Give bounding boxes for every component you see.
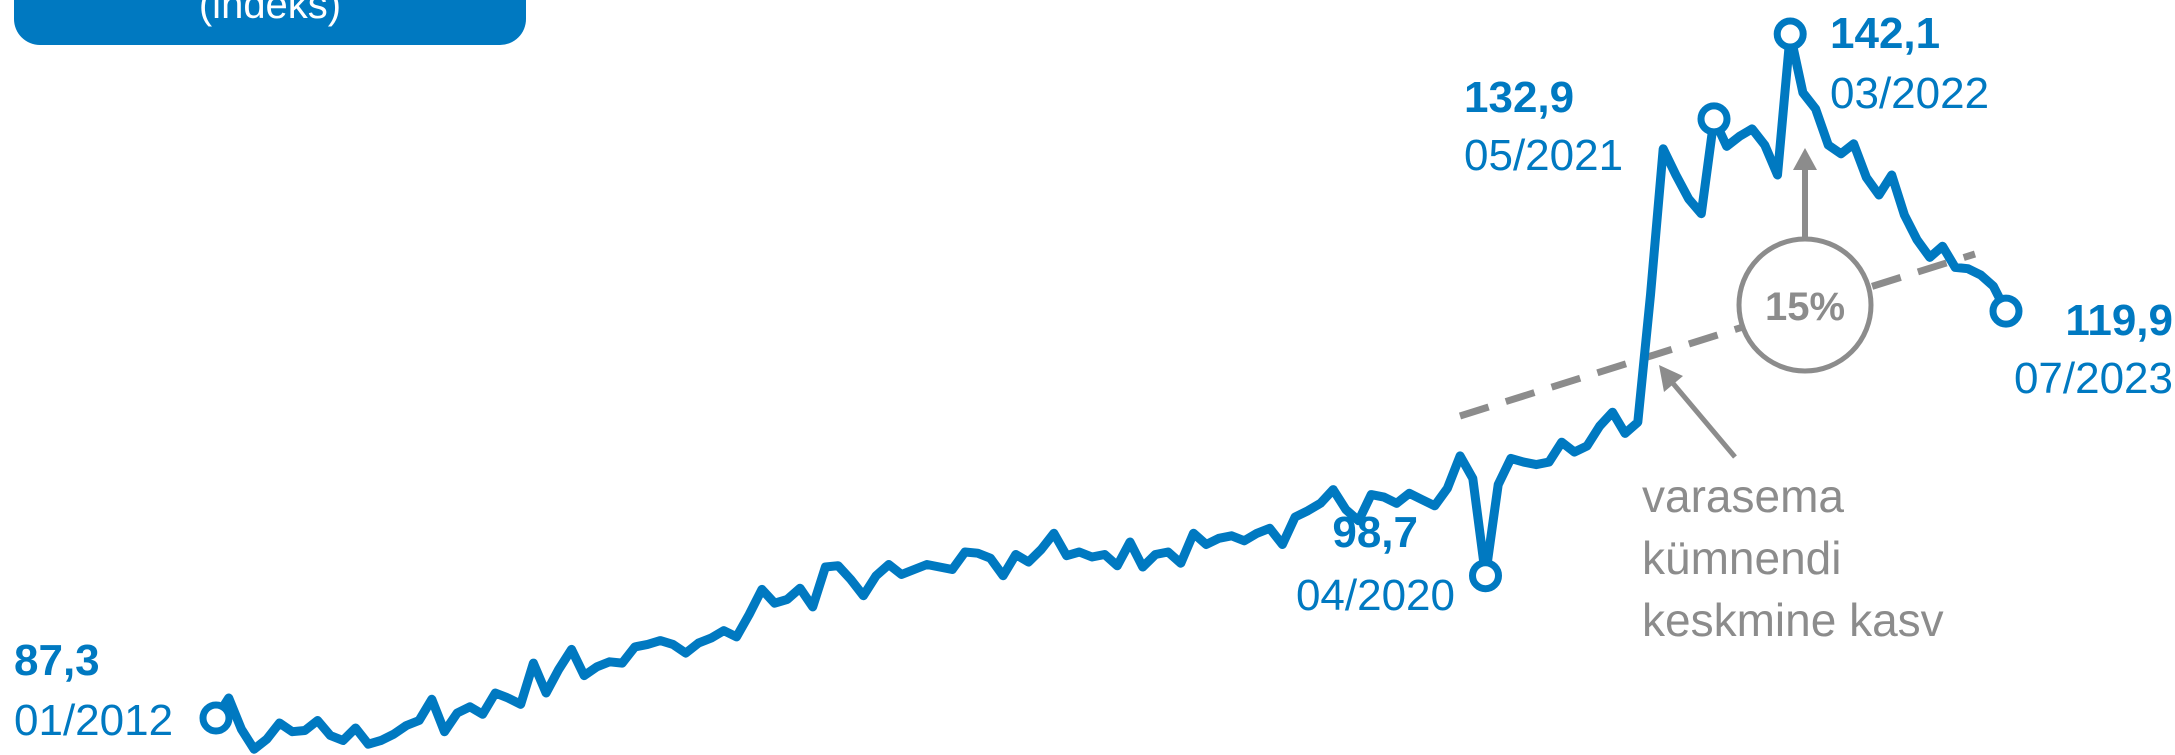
start-date-label: 01/2012 [14, 696, 173, 745]
start-value-label: 87,3 [14, 636, 100, 685]
index-badge-label: (indeks) [198, 0, 342, 27]
trend-label-line-2: kümnendi [1642, 532, 1841, 584]
gap-circle [1736, 236, 1874, 374]
gap-arrow [1793, 148, 1817, 238]
index-badge: (indeks) [14, 0, 526, 45]
trend-line [1458, 250, 1977, 420]
dip-value-label: 98,7 [1332, 508, 1418, 557]
series-line [211, 29, 2011, 754]
peak2-marker [1773, 17, 1807, 51]
peak1-value-label: 132,9 [1464, 73, 1574, 122]
end-date-label: 07/2023 [2014, 354, 2173, 403]
peak1-marker [1697, 102, 1731, 136]
trend-label-line-1: varasema [1642, 470, 1844, 522]
end-value-label: 119,9 [2065, 296, 2173, 345]
dip-date-label: 04/2020 [1296, 571, 1455, 620]
peak1-date-label: 05/2021 [1464, 131, 1623, 180]
peak2-date-label: 03/2022 [1830, 69, 1989, 118]
trend-label-line-3: keskmine kasv [1642, 594, 1944, 646]
peak2-value-label: 142,1 [1830, 9, 1940, 58]
end-marker [1989, 294, 2023, 328]
start-marker [199, 701, 233, 735]
gap-label: 15% [1765, 285, 1845, 329]
trend-pointer-arrow [1659, 365, 1737, 459]
dip-marker [1469, 559, 1502, 593]
